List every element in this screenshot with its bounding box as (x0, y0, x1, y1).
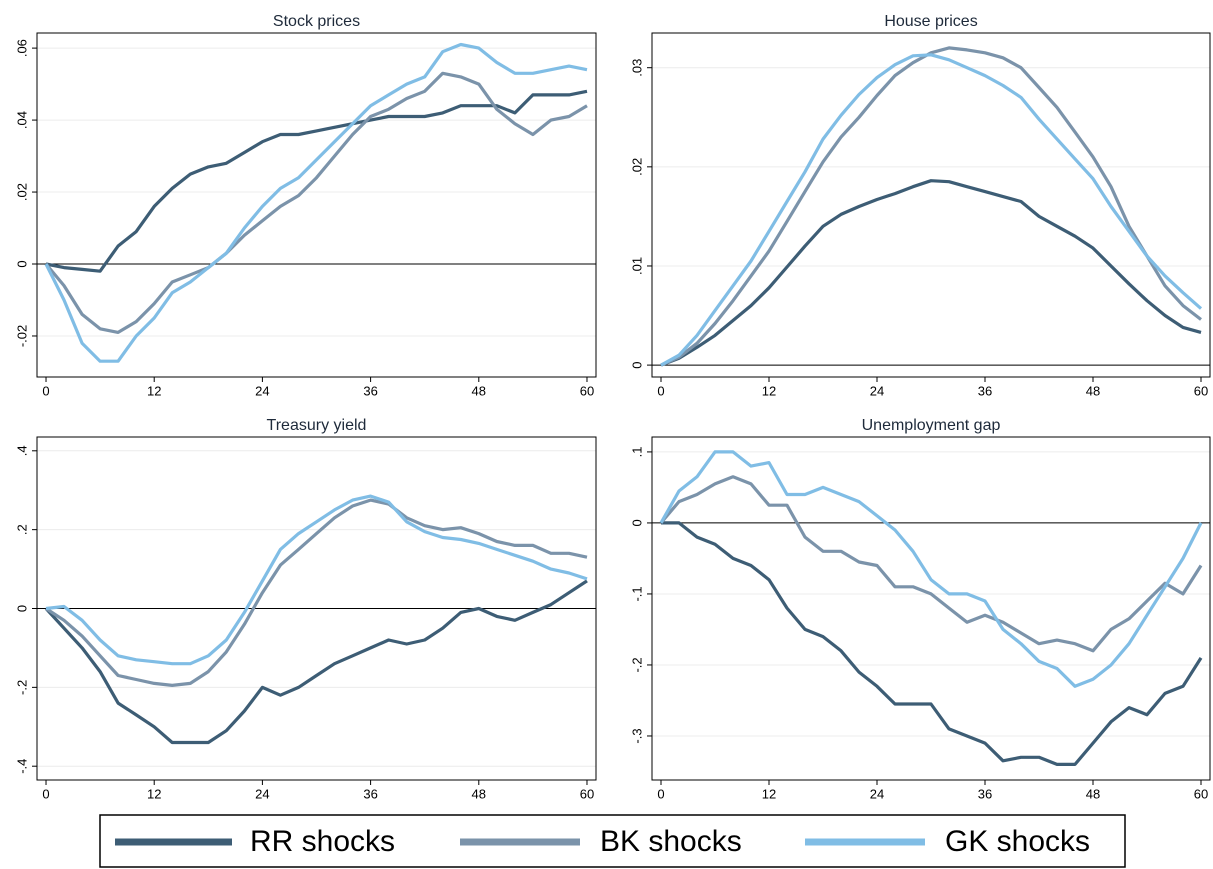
x-tick-label: 0 (657, 786, 664, 801)
plot-frame (651, 32, 1211, 378)
series-line (660, 179, 1202, 367)
x-tick-label: 36 (978, 786, 992, 801)
series-line (44, 579, 588, 745)
panel-title: Unemployment gap (862, 417, 1001, 434)
y-tick-label: .2 (14, 524, 29, 535)
legend-box (99, 814, 1126, 868)
y-tick-label: .06 (14, 39, 29, 57)
x-tick-label: 12 (762, 786, 776, 801)
x-tick-label: 36 (363, 383, 377, 398)
y-tick-label: 0 (14, 605, 29, 612)
series-line (44, 71, 588, 334)
panel-title: Stock prices (273, 13, 360, 30)
series-line (659, 450, 1203, 688)
y-tick-label: .03 (629, 59, 644, 77)
x-tick-label: 0 (657, 383, 664, 398)
y-tick-label: .02 (629, 158, 644, 176)
plot-frame (36, 436, 597, 781)
y-tick-label: -.2 (629, 657, 644, 672)
y-tick-label: .01 (629, 257, 644, 275)
x-tick-label: 12 (147, 786, 161, 801)
series-line (45, 498, 588, 687)
x-tick-label: 48 (472, 383, 486, 398)
series-line (44, 42, 588, 363)
series-line (661, 521, 1203, 766)
y-tick-label: -.4 (14, 759, 29, 774)
y-tick-label: 0 (629, 361, 644, 368)
legend-label: GK shocks (945, 825, 1090, 858)
x-tick-label: 24 (870, 383, 884, 398)
legend-label: RR shocks (250, 825, 395, 858)
x-tick-label: 48 (1086, 383, 1100, 398)
x-tick-label: 48 (472, 786, 486, 801)
plot-frame (36, 32, 597, 378)
legend-label: BK shocks (600, 825, 742, 858)
x-tick-label: 12 (762, 383, 776, 398)
x-tick-label: 60 (580, 383, 594, 398)
panel-title: House prices (884, 13, 977, 30)
y-tick-label: -.3 (629, 728, 644, 743)
x-tick-label: 48 (1086, 786, 1100, 801)
x-tick-label: 60 (1194, 383, 1208, 398)
x-tick-label: 36 (978, 383, 992, 398)
x-tick-label: 60 (1194, 786, 1208, 801)
y-tick-label: -.1 (629, 586, 644, 601)
x-tick-label: 24 (870, 786, 884, 801)
x-tick-label: 0 (42, 383, 49, 398)
panel-title: Treasury yield (267, 417, 367, 434)
y-tick-label: .02 (14, 183, 29, 201)
y-tick-label: -.2 (14, 680, 29, 695)
y-tick-label: 0 (629, 519, 644, 526)
series-line (660, 53, 1203, 367)
x-tick-label: 60 (580, 786, 594, 801)
series-line (659, 475, 1203, 653)
series-line (660, 46, 1202, 367)
x-tick-label: 36 (363, 786, 377, 801)
y-tick-label: .04 (14, 111, 29, 129)
x-tick-label: 12 (147, 383, 161, 398)
x-tick-label: 0 (42, 786, 49, 801)
plot-frame (651, 436, 1211, 781)
y-tick-label: .4 (14, 445, 29, 456)
y-tick-label: -.02 (14, 325, 29, 347)
x-tick-label: 24 (255, 383, 269, 398)
series-line (45, 89, 588, 273)
y-tick-label: 0 (14, 260, 29, 267)
series-line (45, 494, 588, 666)
x-tick-label: 24 (255, 786, 269, 801)
y-tick-label: .1 (629, 446, 644, 457)
